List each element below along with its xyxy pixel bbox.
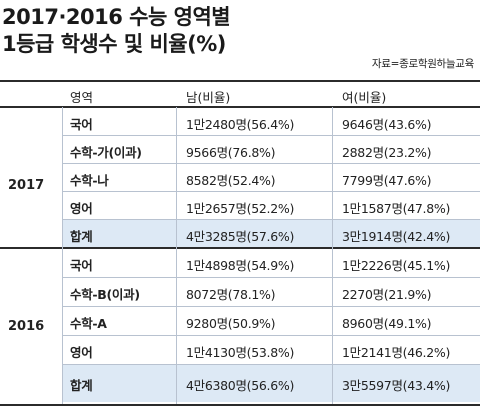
header-rule (0, 106, 480, 108)
row-divider (62, 135, 480, 136)
female-cell: 1만1587명(47.8%) (342, 201, 451, 216)
area-cell: 합계 (70, 229, 93, 244)
female-cell: 7799명(47.6%) (342, 173, 432, 188)
female-cell: 9646명(43.6%) (342, 117, 432, 132)
female-cell: 2882명(23.2%) (342, 145, 432, 160)
area-cell: 영어 (70, 201, 93, 216)
row-divider (62, 163, 480, 164)
page-title: 2017·2016 수능 영역별 1등급 학생수 및 비율(%) (2, 4, 231, 58)
female-cell: 1만2226명(45.1%) (342, 258, 451, 273)
male-cell: 9280명(50.9%) (186, 316, 276, 331)
area-cell: 수학-나 (70, 173, 109, 188)
data-table: 영역 남(비율) 여(비율) 2017 국어 1만2480명(56.4%) 96… (0, 80, 480, 406)
table-header: 영역 남(비율) 여(비율) (0, 82, 480, 106)
table-row: 수학-나 8582명(52.4%) 7799명(47.6%) (62, 164, 480, 191)
year-label-2016: 2016 (8, 319, 45, 334)
area-cell: 영어 (70, 345, 93, 360)
area-cell: 수학-B(이과) (70, 287, 140, 302)
female-cell: 1만2141명(46.2%) (342, 345, 451, 360)
table-row: 국어 1만4898명(54.9%) 1만2226명(45.1%) (62, 249, 480, 276)
row-divider (62, 335, 480, 336)
female-cell: 3만1914명(42.4%) (342, 229, 451, 244)
header-female: 여(비율) (342, 90, 387, 105)
column-divider-area (176, 107, 177, 404)
row-divider (62, 306, 480, 307)
table-top-rule (0, 80, 480, 82)
row-divider (62, 219, 480, 220)
female-cell: 8960명(49.1%) (342, 316, 432, 331)
male-cell: 1만4130명(53.8%) (186, 345, 295, 360)
male-cell: 8582명(52.4%) (186, 173, 276, 188)
column-divider-male (332, 107, 333, 404)
male-cell: 9566명(76.8%) (186, 145, 276, 160)
table-row: 수학-가(이과) 9566명(76.8%) 2882명(23.2%) (62, 136, 480, 163)
year-label-2017: 2017 (8, 178, 45, 193)
title-line-1: 2017·2016 수능 영역별 (2, 5, 231, 29)
table-row: 영어 1만2657명(52.2%) 1만1587명(47.8%) (62, 192, 480, 219)
table-row: 수학-A 9280명(50.9%) 8960명(49.1%) (62, 307, 480, 334)
row-divider (62, 191, 480, 192)
area-cell: 국어 (70, 117, 93, 132)
male-cell: 8072명(78.1%) (186, 287, 276, 302)
column-divider-year (62, 107, 63, 404)
female-cell: 2270명(21.9%) (342, 287, 432, 302)
male-cell: 1만2657명(52.2%) (186, 201, 295, 216)
table-row-total: 합계 4만3285명(57.6%) 3만1914명(42.4%) (62, 220, 480, 247)
group-rule (0, 247, 480, 249)
row-divider (62, 277, 480, 278)
table-bottom-rule (0, 404, 480, 406)
male-cell: 4만6380명(56.6%) (186, 378, 295, 393)
title-line-2: 1등급 학생수 및 비율(%) (2, 32, 226, 56)
table-row: 수학-B(이과) 8072명(78.1%) 2270명(21.9%) (62, 278, 480, 305)
row-divider (62, 364, 480, 365)
area-cell: 국어 (70, 258, 93, 273)
header-male: 남(비율) (186, 90, 231, 105)
male-cell: 4만3285명(57.6%) (186, 229, 295, 244)
header-area: 영역 (70, 90, 94, 105)
table-row: 영어 1만4130명(53.8%) 1만2141명(46.2%) (62, 336, 480, 363)
area-cell: 수학-가(이과) (70, 145, 142, 160)
table-row-total: 합계 4만6380명(56.6%) 3만5597명(43.4%) (62, 365, 480, 402)
female-cell: 3만5597명(43.4%) (342, 378, 451, 393)
area-cell: 합계 (70, 378, 93, 393)
male-cell: 1만2480명(56.4%) (186, 117, 295, 132)
area-cell: 수학-A (70, 316, 107, 331)
table-row: 국어 1만2480명(56.4%) 9646명(43.6%) (62, 108, 480, 135)
male-cell: 1만4898명(54.9%) (186, 258, 295, 273)
source-note: 자료=종로학원하늘교육 (371, 58, 474, 70)
